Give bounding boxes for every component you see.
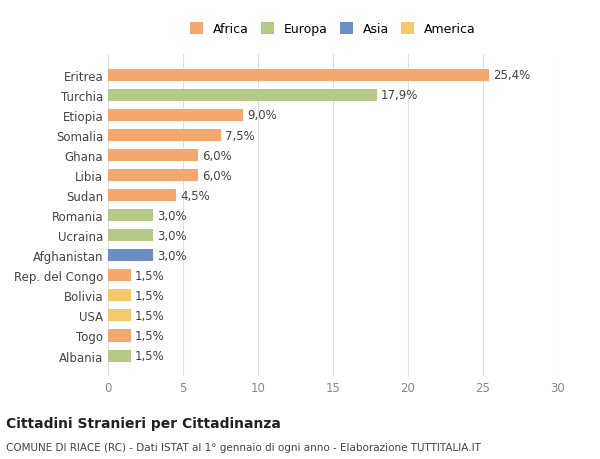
Text: 1,5%: 1,5% (135, 309, 165, 322)
Text: 9,0%: 9,0% (248, 109, 277, 122)
Text: 6,0%: 6,0% (203, 169, 232, 182)
Bar (108, 230, 153, 242)
Legend: Africa, Europa, Asia, America: Africa, Europa, Asia, America (187, 20, 479, 40)
Text: 1,5%: 1,5% (135, 289, 165, 302)
Text: 1,5%: 1,5% (135, 349, 165, 362)
Bar (108, 350, 131, 362)
Text: 17,9%: 17,9% (381, 89, 418, 102)
Bar (108, 250, 153, 262)
Text: 25,4%: 25,4% (493, 69, 531, 82)
Text: 4,5%: 4,5% (180, 189, 210, 202)
Text: 7,5%: 7,5% (225, 129, 255, 142)
Bar (108, 150, 198, 162)
Text: 3,0%: 3,0% (157, 209, 187, 222)
Bar (108, 110, 243, 122)
Text: 1,5%: 1,5% (135, 329, 165, 342)
Text: Cittadini Stranieri per Cittadinanza: Cittadini Stranieri per Cittadinanza (6, 416, 281, 430)
Text: 3,0%: 3,0% (157, 229, 187, 242)
Bar (108, 190, 176, 202)
Text: 6,0%: 6,0% (203, 149, 232, 162)
Bar (108, 130, 221, 142)
Bar (108, 170, 198, 182)
Bar (108, 310, 131, 322)
Text: 3,0%: 3,0% (157, 249, 187, 262)
Bar (108, 290, 131, 302)
Bar (108, 70, 489, 82)
Bar (108, 270, 131, 282)
Text: 1,5%: 1,5% (135, 269, 165, 282)
Bar (108, 330, 131, 342)
Bar (108, 210, 153, 222)
Bar (108, 90, 377, 102)
Text: COMUNE DI RIACE (RC) - Dati ISTAT al 1° gennaio di ogni anno - Elaborazione TUTT: COMUNE DI RIACE (RC) - Dati ISTAT al 1° … (6, 442, 481, 452)
